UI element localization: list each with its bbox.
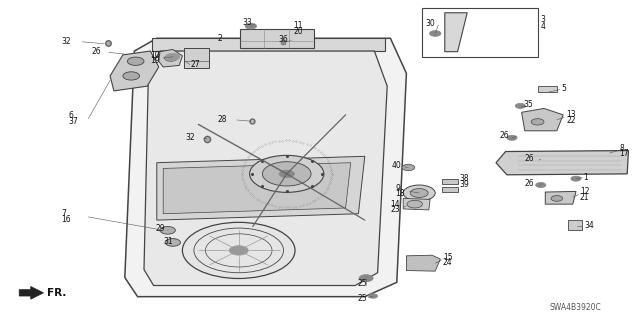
Circle shape xyxy=(229,246,248,255)
Text: 15: 15 xyxy=(443,253,452,262)
Polygon shape xyxy=(496,151,628,175)
Text: 25: 25 xyxy=(357,294,367,303)
Text: 33: 33 xyxy=(242,19,252,27)
Circle shape xyxy=(515,103,525,108)
Text: 30: 30 xyxy=(426,19,435,28)
Text: 25: 25 xyxy=(357,279,367,288)
Circle shape xyxy=(123,72,140,80)
Circle shape xyxy=(531,119,544,125)
Polygon shape xyxy=(445,13,467,52)
Text: 20: 20 xyxy=(293,27,303,36)
Bar xyxy=(422,8,538,57)
Polygon shape xyxy=(522,108,563,131)
Circle shape xyxy=(279,170,294,178)
Text: 18: 18 xyxy=(396,189,405,198)
Text: 8: 8 xyxy=(620,144,624,153)
Text: 34: 34 xyxy=(584,221,594,230)
Circle shape xyxy=(359,275,373,282)
Circle shape xyxy=(182,222,295,278)
Text: 2: 2 xyxy=(218,34,222,43)
Polygon shape xyxy=(110,51,159,91)
Circle shape xyxy=(160,226,175,234)
Circle shape xyxy=(534,158,544,163)
Text: 24: 24 xyxy=(443,258,452,267)
Text: 28: 28 xyxy=(218,115,227,124)
Bar xyxy=(568,220,582,230)
Bar xyxy=(442,179,458,184)
Circle shape xyxy=(403,185,435,201)
Text: 17: 17 xyxy=(620,149,629,158)
Text: 26: 26 xyxy=(525,154,534,163)
Text: 26: 26 xyxy=(92,48,101,56)
Polygon shape xyxy=(144,51,387,286)
Text: 22: 22 xyxy=(566,116,576,125)
Text: 39: 39 xyxy=(460,180,469,189)
Text: 11: 11 xyxy=(293,21,303,30)
Text: SWA4B3920C: SWA4B3920C xyxy=(549,303,601,312)
Circle shape xyxy=(507,135,517,140)
Polygon shape xyxy=(125,38,406,297)
Text: 29: 29 xyxy=(156,224,165,233)
Text: 19: 19 xyxy=(150,56,160,65)
Text: 36: 36 xyxy=(278,35,288,44)
Circle shape xyxy=(166,53,180,60)
Text: 26: 26 xyxy=(499,131,509,140)
Text: 40: 40 xyxy=(392,161,401,170)
Polygon shape xyxy=(19,286,44,299)
Circle shape xyxy=(407,200,422,208)
Polygon shape xyxy=(157,156,365,220)
Circle shape xyxy=(410,189,428,197)
Circle shape xyxy=(536,182,546,188)
Polygon shape xyxy=(163,163,351,214)
Text: 32: 32 xyxy=(61,37,71,46)
Circle shape xyxy=(429,31,441,36)
Circle shape xyxy=(165,239,180,246)
Text: 7: 7 xyxy=(61,209,67,218)
Text: 21: 21 xyxy=(580,193,589,202)
Polygon shape xyxy=(545,191,576,204)
Circle shape xyxy=(164,55,177,61)
Text: 16: 16 xyxy=(61,215,71,224)
Bar xyxy=(184,48,209,68)
Circle shape xyxy=(571,176,581,181)
Text: 37: 37 xyxy=(68,117,78,126)
Text: 38: 38 xyxy=(460,174,469,183)
Circle shape xyxy=(551,196,563,201)
Circle shape xyxy=(262,162,311,186)
Text: 32: 32 xyxy=(186,133,195,142)
Text: 9: 9 xyxy=(396,184,401,193)
Text: 10: 10 xyxy=(150,51,160,60)
Text: 26: 26 xyxy=(525,179,534,188)
Bar xyxy=(442,187,458,192)
Bar xyxy=(152,38,385,51)
Bar xyxy=(538,86,557,92)
Text: 31: 31 xyxy=(163,237,173,246)
Text: 35: 35 xyxy=(524,100,533,109)
Text: FR.: FR. xyxy=(47,288,67,298)
Bar xyxy=(240,29,314,48)
Text: 1: 1 xyxy=(584,173,588,182)
Text: 3: 3 xyxy=(541,15,546,24)
Circle shape xyxy=(250,155,324,192)
Text: 4: 4 xyxy=(541,22,546,31)
Text: 12: 12 xyxy=(580,187,589,196)
Circle shape xyxy=(245,23,257,29)
Circle shape xyxy=(402,164,415,171)
Polygon shape xyxy=(406,255,440,271)
Text: 14: 14 xyxy=(390,200,400,209)
Text: 23: 23 xyxy=(390,205,400,214)
Circle shape xyxy=(369,294,378,298)
Text: 5: 5 xyxy=(561,84,566,93)
Polygon shape xyxy=(159,49,182,67)
Text: 13: 13 xyxy=(566,110,576,119)
Text: 27: 27 xyxy=(191,60,200,69)
Circle shape xyxy=(127,57,144,65)
Text: 6: 6 xyxy=(68,111,74,120)
Polygon shape xyxy=(403,198,430,210)
